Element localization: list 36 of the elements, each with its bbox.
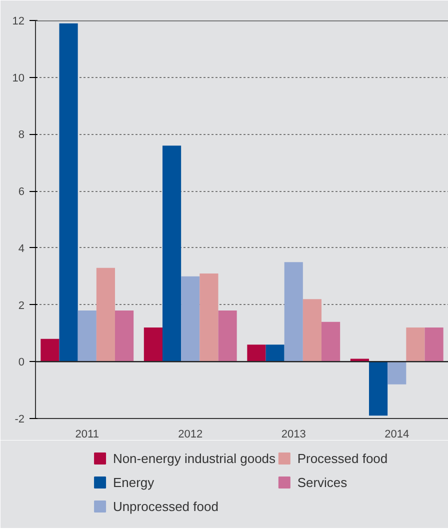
y-tick-label: 4	[18, 242, 25, 255]
legend-label: Services	[297, 475, 348, 490]
bar	[218, 310, 237, 362]
legend-label: Unprocessed food	[112, 499, 218, 514]
bar	[181, 276, 200, 362]
bar	[368, 362, 388, 416]
bar	[302, 299, 322, 362]
bar	[40, 338, 60, 362]
bar	[266, 344, 284, 362]
legend-label: Energy	[112, 475, 155, 490]
bar	[78, 310, 96, 362]
y-tick-label: 10	[12, 72, 25, 84]
bar	[162, 146, 182, 362]
bar	[424, 328, 444, 362]
x-tick-label: 2014	[384, 428, 410, 440]
y-tick-label: 6	[18, 186, 25, 198]
legend-label: Non-energy industrial goods	[112, 451, 276, 466]
y-tick-label: 0	[18, 356, 25, 369]
y-tick-label: 8	[18, 129, 25, 142]
bar	[115, 310, 134, 362]
x-tick-label: 2012	[178, 428, 203, 440]
bar	[96, 268, 116, 362]
bar	[388, 362, 406, 384]
bar	[59, 23, 78, 362]
bar	[144, 328, 162, 362]
x-tick-label: 2011	[75, 428, 99, 440]
bar	[284, 262, 303, 362]
bar	[247, 344, 266, 362]
bar	[406, 328, 425, 362]
y-tick-label: 2	[18, 300, 25, 312]
y-tick-label: 12	[12, 16, 25, 28]
bar	[200, 274, 218, 362]
y-tick-label: -2	[14, 414, 24, 426]
x-tick-label: 2013	[281, 428, 306, 440]
bar	[322, 322, 340, 362]
legend-label: Processed food	[297, 451, 388, 466]
